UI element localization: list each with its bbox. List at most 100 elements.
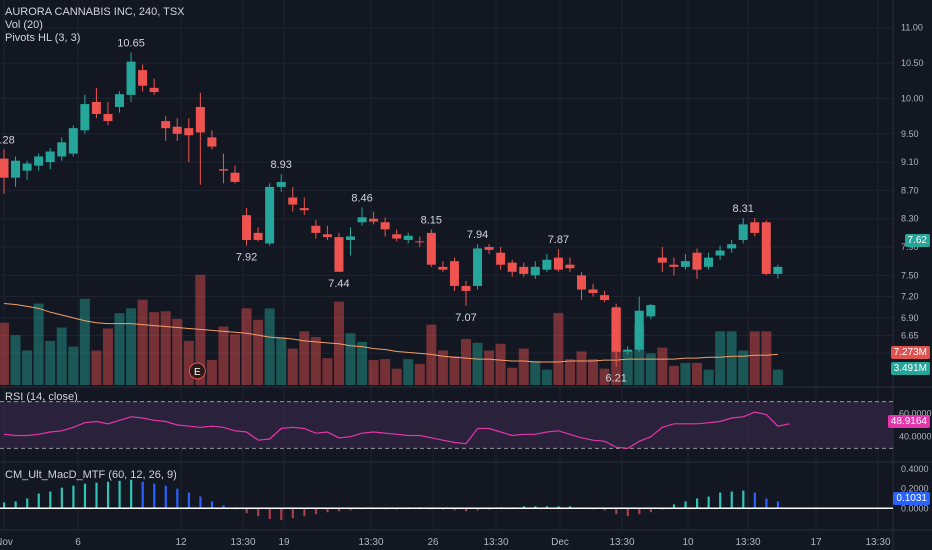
macd-histogram-bar xyxy=(37,493,40,509)
candle-body xyxy=(496,252,506,265)
pivot-label: 8.15 xyxy=(421,214,442,226)
candle-body xyxy=(288,197,298,205)
macd-histogram-bar xyxy=(187,492,190,509)
rsi-tick-label: 40.0000 xyxy=(899,432,932,442)
volume-bar xyxy=(253,319,264,385)
macd-histogram-bar xyxy=(60,487,63,509)
earnings-label: E xyxy=(194,367,201,378)
price-tick-label: 7.90 xyxy=(901,242,919,252)
vol-ma-tag: 7.273M xyxy=(890,346,930,359)
last-price-tag: 7.62 xyxy=(904,234,930,247)
volume-bar xyxy=(160,311,171,385)
candle-body xyxy=(657,257,667,263)
x-tick-label: Nov xyxy=(0,537,13,548)
candle-body xyxy=(357,217,367,223)
macd-tick-label: 0.2000 xyxy=(901,484,929,494)
candle-body xyxy=(115,94,124,107)
pivot-label: 10.65 xyxy=(117,37,145,49)
candle-body xyxy=(195,106,205,133)
volume-bar xyxy=(588,359,599,385)
candle-body xyxy=(276,181,286,187)
volume-bar xyxy=(299,331,310,385)
x-tick-label: Dec xyxy=(551,537,569,548)
volume-bar xyxy=(172,318,183,385)
macd-histogram-bar xyxy=(257,508,260,517)
volume-bar xyxy=(541,369,552,385)
volume-bar xyxy=(564,359,575,385)
candle-body xyxy=(34,156,44,166)
candle-body xyxy=(149,87,159,93)
candle-body xyxy=(184,128,194,136)
candle-body xyxy=(669,264,679,267)
macd-value-tag: 0.1031 xyxy=(893,492,930,505)
volume-bar xyxy=(79,298,90,385)
x-tick-label: 13:30 xyxy=(358,537,383,548)
volume-bar xyxy=(241,308,252,385)
volume-bar xyxy=(472,342,483,385)
macd-histogram-bar xyxy=(326,508,329,513)
macd-histogram-bar xyxy=(719,492,722,509)
candle-body xyxy=(242,215,252,240)
candle-body xyxy=(218,169,228,171)
candle-body xyxy=(507,262,517,272)
macd-histogram-bar xyxy=(26,498,29,509)
volume-bar xyxy=(692,362,702,385)
volume-bar xyxy=(56,327,67,385)
candle-body xyxy=(68,128,78,154)
volume-bar xyxy=(264,308,275,385)
macd-histogram-bar xyxy=(476,508,479,511)
pivot-label: 7.07 xyxy=(455,312,476,324)
candle-body xyxy=(380,222,390,230)
candle-body xyxy=(311,225,321,233)
candle-body xyxy=(346,236,355,240)
candle-body xyxy=(634,310,644,350)
pivot-label: 7.94 xyxy=(467,229,488,241)
volume-bar xyxy=(715,331,726,385)
rsi-tick-label: 60.0000 xyxy=(899,408,932,418)
x-tick-label: 13:30 xyxy=(865,537,890,548)
volume-bar xyxy=(149,312,160,385)
macd-histogram-bar xyxy=(3,502,6,509)
x-tick-label: 12 xyxy=(175,537,187,548)
candle-body xyxy=(530,266,540,276)
candle-body xyxy=(334,237,344,272)
price-tick-label: 8.30 xyxy=(901,214,919,224)
candle-body xyxy=(91,101,101,115)
volume-bar xyxy=(345,333,356,385)
x-tick-label: 26 xyxy=(427,537,439,548)
candle-body xyxy=(542,259,552,270)
macd-histogram-bar xyxy=(72,485,75,509)
x-tick-label: 13:30 xyxy=(609,537,634,548)
pivot-label: 9.28 xyxy=(0,134,15,146)
candle-body xyxy=(773,266,783,274)
volume-bar xyxy=(368,360,379,385)
candle-body xyxy=(415,241,425,243)
candle-body xyxy=(438,266,448,270)
macd-histogram-bar xyxy=(291,508,294,519)
candle-body xyxy=(461,285,471,291)
candle-body xyxy=(138,70,148,86)
volume-bar xyxy=(461,339,471,385)
macd-histogram-bar xyxy=(176,488,179,509)
candle-body xyxy=(80,104,90,131)
rsi-line xyxy=(3,411,790,449)
pivot-label: 8.93 xyxy=(270,159,291,171)
volume-bar xyxy=(437,350,448,385)
macd-histogram-bar xyxy=(638,508,641,515)
volume-bar xyxy=(772,369,783,385)
macd-histogram-bar xyxy=(707,496,710,509)
macd-histogram-bar xyxy=(199,496,202,509)
macd-histogram-bar xyxy=(268,508,271,520)
x-tick-label: 10 xyxy=(682,537,694,548)
candle-body xyxy=(646,305,656,317)
volume-ma-line xyxy=(3,303,778,363)
volume-bar xyxy=(576,351,587,385)
candle-body xyxy=(322,234,332,238)
candle-body xyxy=(611,307,621,352)
volume-bar xyxy=(218,326,229,385)
volume-bar xyxy=(68,346,79,385)
candle-body xyxy=(11,160,21,178)
macd-histogram-bar xyxy=(245,508,248,514)
candle-body xyxy=(484,247,494,250)
